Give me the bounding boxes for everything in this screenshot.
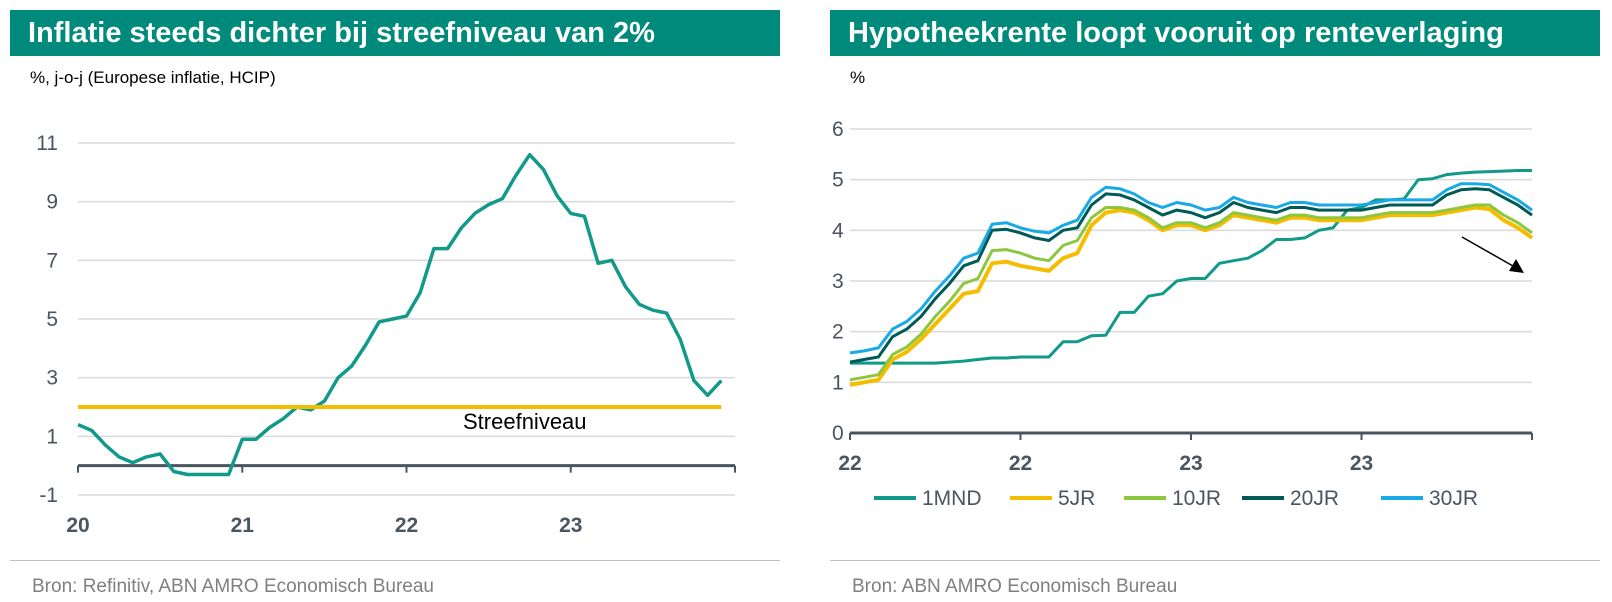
trend-arrow-shaft <box>1461 236 1514 267</box>
x-tick-label: 20 <box>66 514 89 537</box>
left-chart-subtitle: %, j-o-j (Europese inflatie, HCIP) <box>30 68 276 87</box>
x-tick-label: 23 <box>1179 452 1202 475</box>
right-source-text: Bron: ABN AMRO Economisch Bureau <box>852 576 1178 597</box>
inflation-line <box>77 152 723 477</box>
series-line-10jr <box>849 203 1533 382</box>
target-level-label: Streefniveau <box>463 409 587 434</box>
legend-label-1mnd: 1MND <box>922 487 982 510</box>
x-tick-label: 22 <box>838 452 861 475</box>
trend-arrow-head <box>1509 259 1524 273</box>
y-tick-label: 6 <box>832 118 844 141</box>
left-chart-panel: Inflatie steeds dichter bij streefniveau… <box>10 10 780 597</box>
y-tick-label: 9 <box>46 191 58 214</box>
left-source-text: Bron: Refinitiv, ABN AMRO Economisch Bur… <box>32 576 434 597</box>
right-chart-panel: Hypotheekrente loopt vooruit op rentever… <box>830 10 1600 597</box>
y-tick-label: 7 <box>46 249 58 272</box>
legend-label-5jr: 5JR <box>1058 487 1095 510</box>
y-tick-label: 4 <box>832 219 844 242</box>
series-line-30jr <box>849 182 1533 355</box>
y-tick-label: 1 <box>832 371 844 394</box>
y-tick-label: 5 <box>46 308 58 331</box>
legend-label-20jr: 20JR <box>1290 487 1339 510</box>
series-line-5jr <box>849 205 1534 387</box>
y-tick-label: 1 <box>46 425 58 448</box>
left-source-divider <box>10 560 780 561</box>
y-tick-label: -1 <box>39 484 58 507</box>
x-tick-label: 23 <box>1350 452 1373 475</box>
right-chart-subtitle: % <box>850 68 866 87</box>
right-chart-title: Hypotheekrente loopt vooruit op rentever… <box>830 10 1600 56</box>
y-tick-label: 3 <box>832 270 844 293</box>
y-tick-label: 11 <box>36 132 58 155</box>
x-tick-label: 22 <box>395 514 418 537</box>
inflation-chart: -1 1 3 5 7 9 11 20 21 22 23 Streefniveau <box>36 132 736 537</box>
x-tick-label: 23 <box>559 514 582 537</box>
x-tick-label: 21 <box>231 514 255 537</box>
y-tick-label: 5 <box>832 169 844 192</box>
y-tick-label: 2 <box>832 321 844 344</box>
series-line-1mnd <box>850 169 1532 365</box>
legend-label-30jr: 30JR <box>1429 487 1478 510</box>
series-line-20jr <box>849 187 1533 364</box>
y-tick-label: 3 <box>46 367 58 390</box>
right-source-divider <box>830 560 1600 561</box>
y-tick-label: 0 <box>832 422 844 445</box>
legend-label-10jr: 10JR <box>1172 487 1221 510</box>
x-tick-label: 22 <box>1009 452 1032 475</box>
left-chart-title: Inflatie steeds dichter bij streefniveau… <box>10 10 780 56</box>
